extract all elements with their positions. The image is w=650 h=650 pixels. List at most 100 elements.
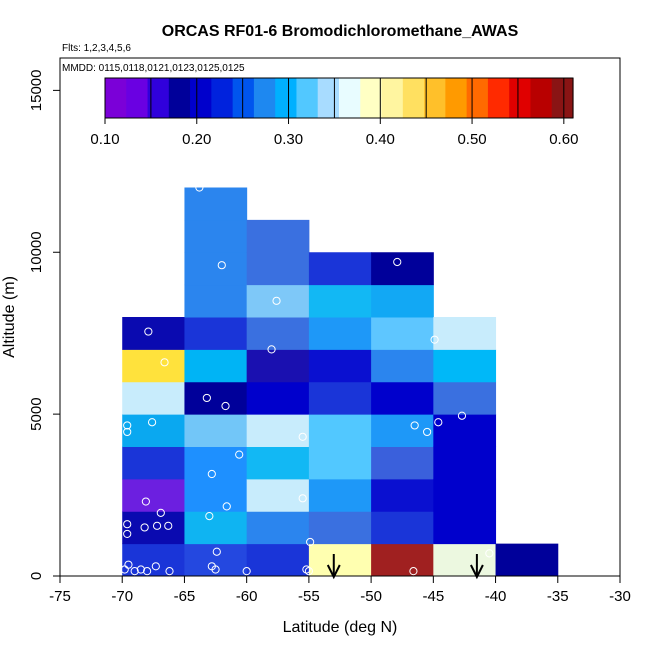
- sample-point: [144, 327, 153, 336]
- heatmap-cell: [122, 349, 185, 383]
- sample-point: [195, 183, 204, 192]
- colorbar-ticks: 0.10 0.20 0.30 0.40 0.50 0.60: [90, 118, 578, 148]
- sample-point: [267, 345, 276, 354]
- x-tick-label: -30: [609, 588, 631, 605]
- heatmap-cell: [122, 317, 185, 350]
- colorbar-segment: [424, 78, 446, 118]
- heatmap-cell: [371, 381, 434, 415]
- colorbar-segment: [509, 78, 532, 118]
- heatmap-cell: [246, 284, 310, 318]
- sample-point: [164, 521, 173, 530]
- heatmap-cell: [184, 219, 248, 253]
- sample-point: [207, 469, 216, 479]
- sample-point: [123, 421, 132, 430]
- heatmap-cell: [308, 478, 372, 512]
- colorbar-frame: [104, 77, 574, 119]
- heatmap-cell: [246, 446, 310, 480]
- heatmap-cell: [433, 349, 497, 383]
- colorbar-segment: [487, 78, 510, 118]
- sample-point: [152, 521, 162, 530]
- x-axis: -75 -70 -65 -60 -55 -50 -45 -40 -35 -30: [49, 575, 631, 605]
- heatmap-cell: [246, 414, 310, 447]
- heatmap-cell: [122, 446, 185, 480]
- sample-point: [140, 523, 149, 532]
- heatmap-cell: [308, 284, 372, 318]
- sample-point: [409, 567, 418, 576]
- heatmap-cell: [308, 414, 372, 447]
- sample-point: [147, 418, 157, 427]
- arrow-head: [326, 564, 341, 580]
- x-tick-label: -40: [485, 588, 507, 605]
- heatmap-cell: [308, 252, 372, 286]
- sample-point: [306, 537, 315, 547]
- heatmap-cell: [122, 381, 185, 415]
- y-tick-label: 15000: [28, 70, 45, 112]
- heatmap-cell: [371, 511, 434, 545]
- colorbar-segment: [551, 78, 574, 118]
- heatmap-cell: [184, 284, 248, 318]
- sample-point: [410, 421, 419, 430]
- heatmap-cell: [184, 511, 248, 545]
- x-tick-label: -50: [360, 588, 382, 605]
- sample-point: [217, 261, 226, 270]
- sample-point: [434, 418, 443, 427]
- x-tick-label: -70: [111, 588, 133, 605]
- heatmap-cell: [122, 414, 185, 447]
- sample-point: [272, 296, 281, 305]
- heatmap-cell: [246, 349, 310, 383]
- heatmap-cell: [308, 317, 372, 350]
- colorbar-tick-label: 0.20: [182, 131, 211, 148]
- heatmap-cell: [433, 478, 497, 512]
- colorbar-segment: [296, 78, 319, 118]
- colorbar-segment: [190, 78, 212, 118]
- heatmap-cell: [371, 284, 434, 318]
- heatmap-cell: [122, 543, 185, 577]
- colorbar-segment: [105, 78, 127, 118]
- heatmap-cell: [433, 446, 497, 480]
- sample-point: [242, 567, 251, 576]
- heatmap-cells: [122, 187, 559, 577]
- sample-point: [202, 393, 211, 403]
- colorbar-segment: [253, 78, 276, 118]
- heatmap-cell: [371, 349, 434, 383]
- heatmap-cell: [184, 349, 248, 383]
- colorbar-segment: [232, 78, 255, 118]
- heatmap-cell: [433, 414, 497, 447]
- colorbar-tick-label: 0.50: [457, 131, 486, 148]
- heatmap-cell: [246, 252, 310, 286]
- heatmap-cell: [246, 219, 310, 253]
- heatmap-cell: [371, 252, 434, 286]
- heatmap-cell: [246, 317, 310, 350]
- heatmap-cell: [308, 543, 372, 577]
- heatmap-cell: [433, 381, 497, 415]
- sample-point: [123, 427, 132, 437]
- x-tick-label: -55: [298, 588, 320, 605]
- heatmap-cell: [246, 543, 310, 577]
- y-tick-label: 10000: [28, 231, 45, 273]
- colorbar-tick-label: 0.40: [366, 131, 395, 148]
- sample-point: [304, 567, 313, 576]
- colorbar-segment: [445, 78, 468, 118]
- colorbar: [104, 77, 574, 119]
- sample-points: [120, 183, 494, 576]
- heatmap-cell: [433, 317, 497, 350]
- sample-point: [211, 565, 220, 574]
- sample-point: [393, 257, 402, 267]
- x-tick-label: -60: [236, 588, 258, 605]
- sample-point: [485, 549, 494, 558]
- chart-title: ORCAS RF01-6 Bromodichloromethane_AWAS: [162, 23, 519, 40]
- colorbar-segment: [402, 78, 425, 118]
- heatmap-cell: [184, 252, 248, 286]
- sample-point: [457, 411, 467, 420]
- sample-point: [151, 562, 160, 571]
- heatmap-cell: [371, 317, 434, 350]
- sample-point: [298, 494, 307, 503]
- flights-note: Flts: 1,2,3,4,5,6: [62, 43, 131, 54]
- y-tick-label: 5000: [28, 397, 45, 430]
- sample-point: [430, 335, 439, 344]
- x-tick-label: -45: [422, 588, 444, 605]
- colorbar-segment: [126, 78, 149, 118]
- colorbar-segment: [381, 78, 404, 118]
- sample-point: [130, 567, 139, 576]
- heatmap-cell: [433, 511, 497, 545]
